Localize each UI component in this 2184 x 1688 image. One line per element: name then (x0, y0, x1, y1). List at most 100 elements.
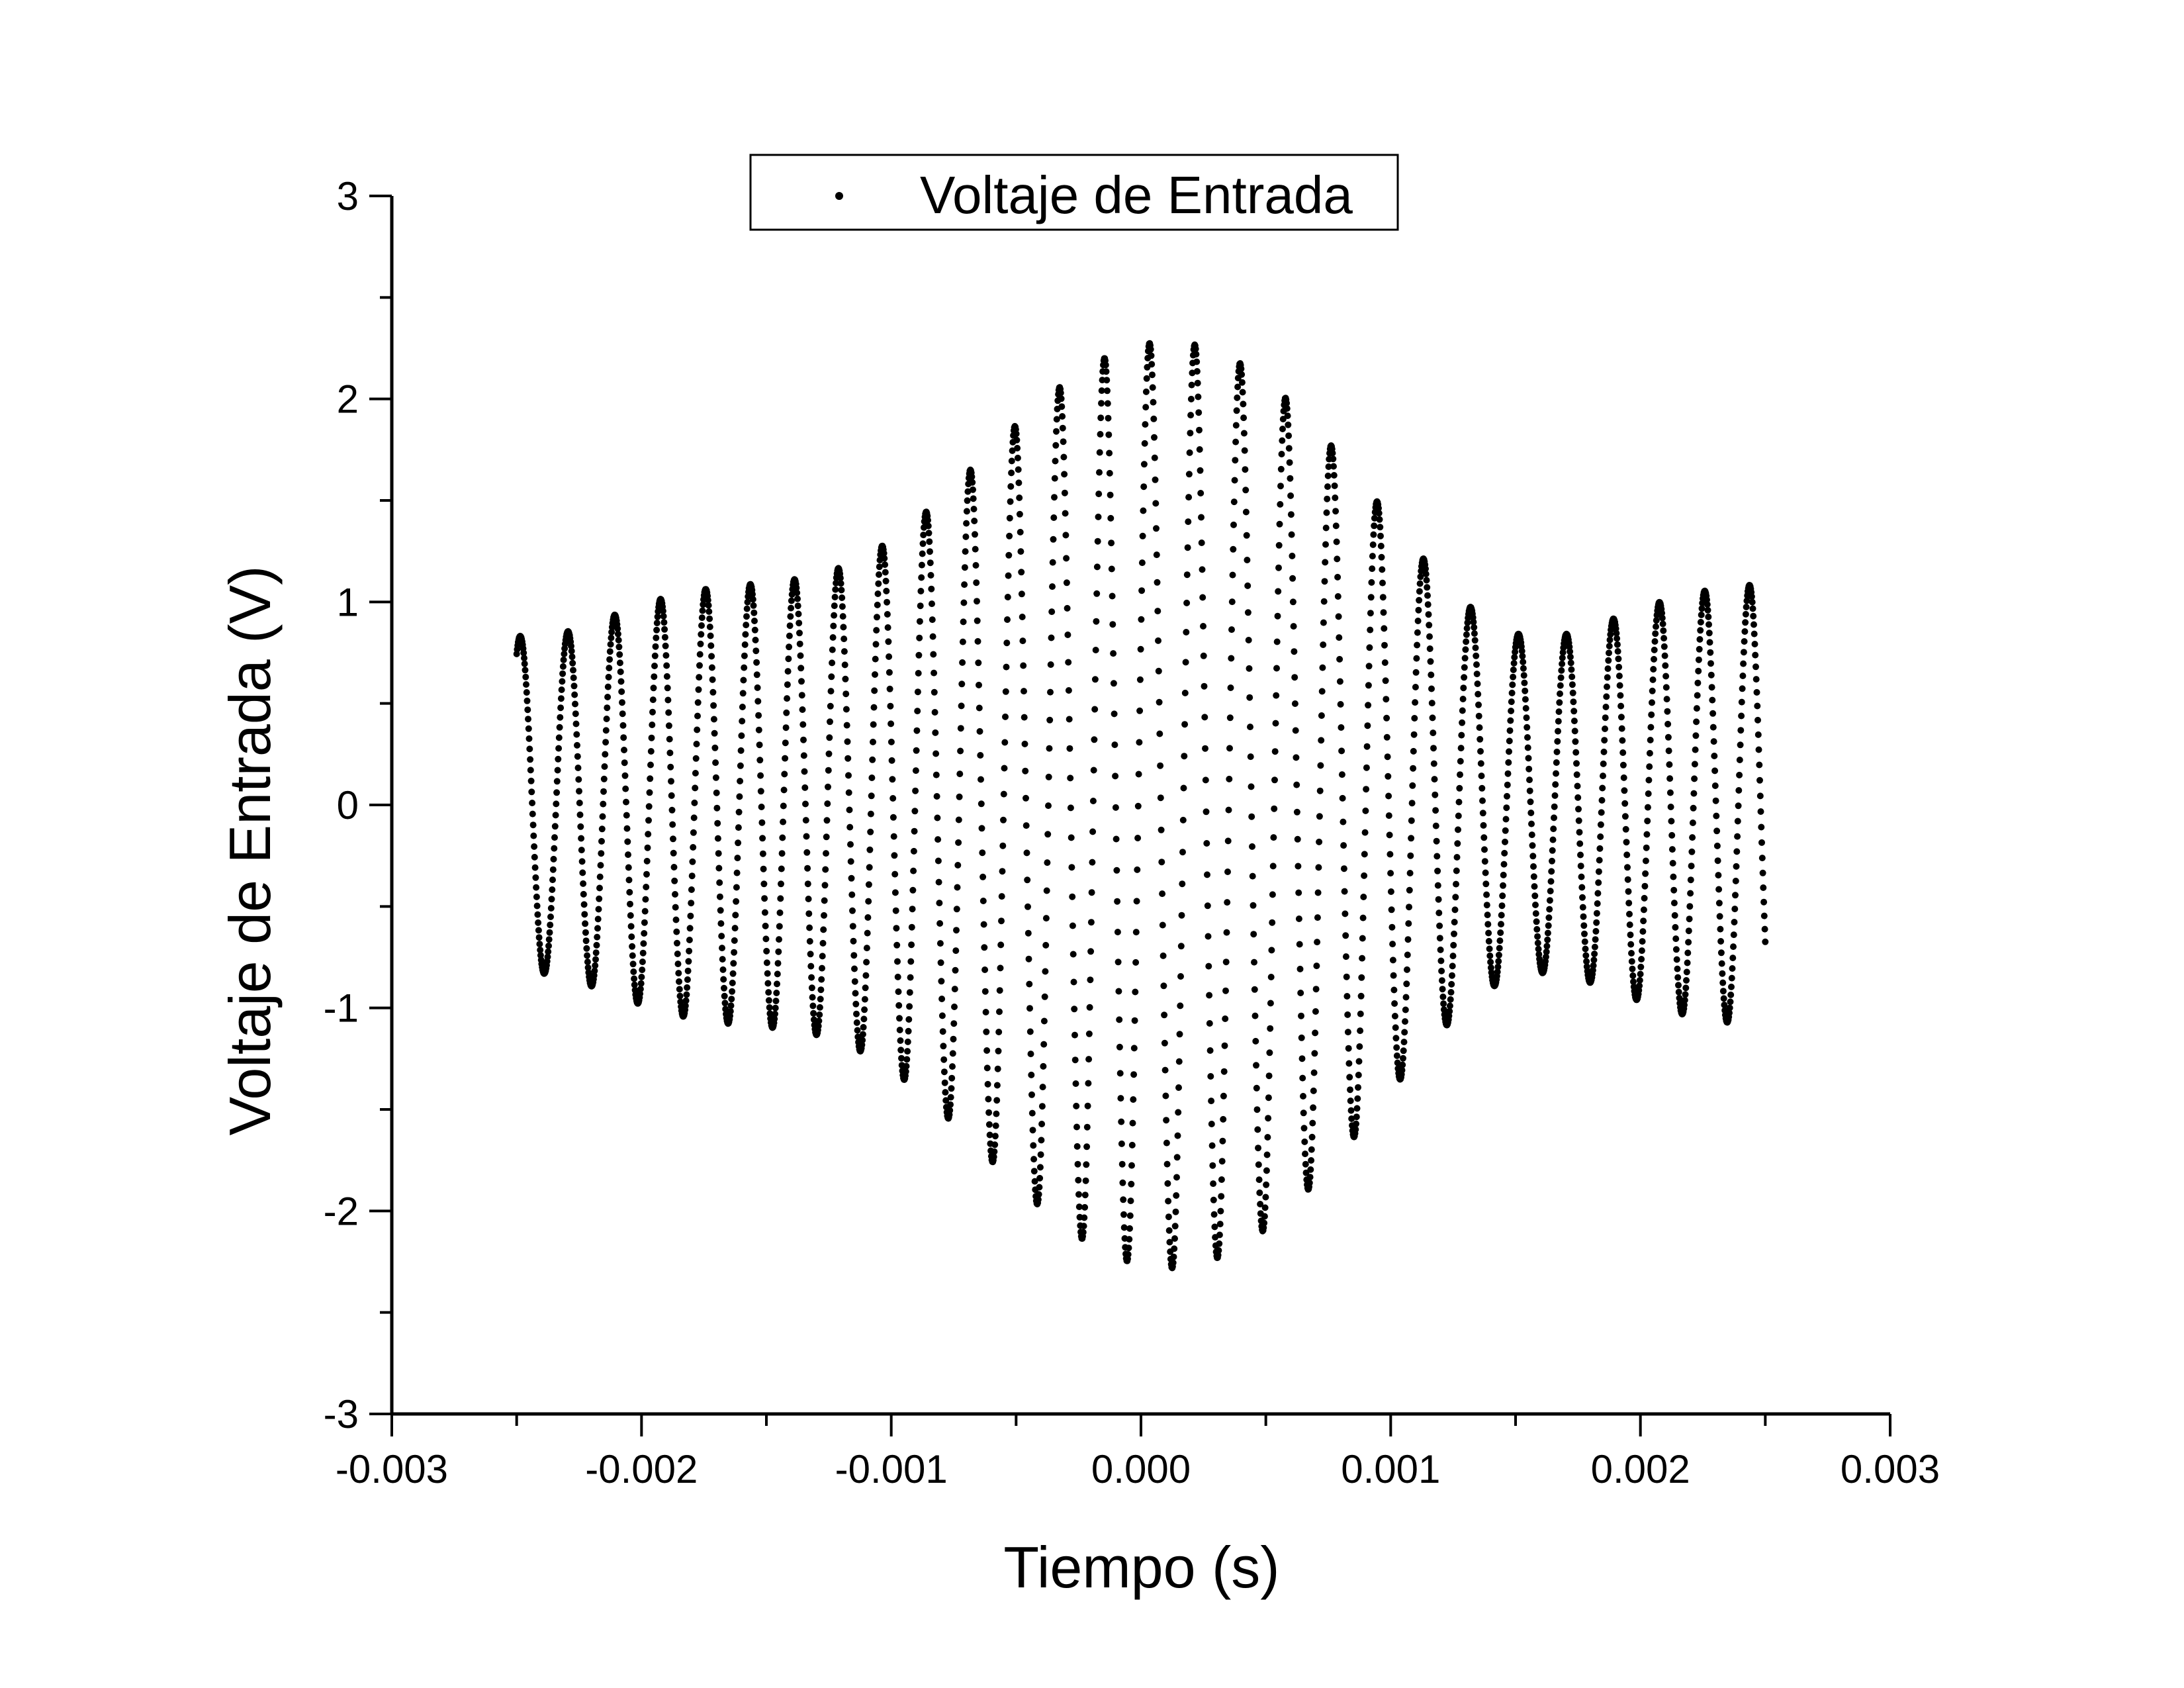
data-point (1742, 610, 1749, 618)
data-point (1329, 449, 1336, 457)
data-point (1603, 693, 1610, 700)
data-point (894, 973, 901, 980)
data-point (1649, 687, 1656, 694)
data-point (1336, 634, 1343, 641)
data-point (616, 651, 623, 658)
data-point (603, 716, 610, 722)
data-point (859, 1031, 866, 1038)
data-point (596, 895, 603, 902)
data-point (1347, 1098, 1354, 1104)
data-point (1728, 983, 1735, 990)
data-point (570, 682, 578, 690)
data-point (898, 1055, 905, 1062)
data-point (1408, 817, 1415, 824)
data-point (1719, 979, 1727, 986)
data-point (1337, 701, 1344, 708)
data-point (621, 772, 629, 779)
data-point (1081, 1192, 1089, 1199)
data-point (1471, 624, 1478, 631)
data-point (579, 869, 586, 876)
data-point (676, 978, 682, 985)
data-point (1740, 660, 1747, 667)
data-point (1598, 797, 1606, 804)
data-point (851, 965, 858, 972)
data-point (1531, 883, 1538, 890)
data-point (676, 986, 683, 993)
data-point (1707, 671, 1715, 679)
data-point (890, 833, 897, 840)
data-point (727, 1002, 735, 1009)
data-point (1715, 886, 1723, 893)
data-point (1581, 938, 1588, 945)
data-point (749, 590, 756, 598)
data-point (614, 625, 621, 632)
data-point (1594, 900, 1601, 907)
data-point (1383, 714, 1390, 722)
data-point (1130, 1096, 1137, 1103)
data-point (1706, 630, 1713, 637)
data-point (1227, 684, 1234, 691)
data-point (1628, 950, 1635, 957)
data-point (798, 678, 805, 685)
data-point (1643, 831, 1651, 838)
data-point (1431, 776, 1438, 783)
data-point (1179, 849, 1186, 856)
data-point (1625, 888, 1632, 895)
data-point (731, 937, 738, 944)
data-point (619, 699, 625, 706)
data-point (815, 1023, 822, 1029)
data-point (951, 1004, 958, 1010)
data-point (933, 793, 940, 800)
data-point (739, 704, 746, 710)
data-point (1136, 739, 1143, 746)
data-point (1543, 948, 1550, 955)
data-point (749, 596, 756, 603)
data-point (1743, 597, 1751, 604)
data-point (1301, 1138, 1308, 1145)
data-point (1344, 1011, 1351, 1018)
data-point (1361, 872, 1368, 879)
data-point (1591, 943, 1598, 951)
data-point (527, 777, 535, 784)
data-point (1339, 794, 1346, 802)
data-point (1220, 1115, 1227, 1123)
data-point (1185, 494, 1193, 501)
data-point (1578, 884, 1586, 891)
data-point (947, 1101, 954, 1108)
data-point (807, 962, 815, 970)
data-point (1175, 1058, 1183, 1065)
data-point (1447, 996, 1454, 1003)
data-point (1238, 365, 1245, 373)
data-point (1141, 440, 1148, 447)
data-point (1484, 912, 1491, 919)
data-point (531, 864, 539, 871)
data-point (1165, 1213, 1172, 1221)
data-point (1045, 773, 1052, 780)
data-point (570, 667, 576, 674)
data-point (785, 655, 792, 663)
data-point (1408, 800, 1416, 807)
data-point (1547, 878, 1555, 885)
data-point (1198, 539, 1205, 546)
data-point (808, 974, 815, 981)
data-point (1482, 880, 1490, 888)
data-point (584, 952, 591, 959)
data-point (1202, 776, 1209, 784)
data-point (536, 941, 543, 948)
data-point (659, 608, 666, 614)
data-point (1363, 786, 1370, 793)
data-point (713, 789, 720, 796)
data-point (825, 783, 831, 790)
data-point (645, 817, 652, 824)
data-point (1306, 1179, 1313, 1186)
data-point (1087, 948, 1095, 955)
data-point (572, 700, 578, 708)
data-point (1593, 910, 1600, 917)
data-point (1447, 989, 1455, 996)
data-point (1320, 641, 1327, 648)
data-point (1529, 842, 1536, 849)
data-points (513, 340, 1769, 1272)
data-point (1405, 920, 1412, 927)
data-point (975, 659, 982, 667)
data-point (1218, 1176, 1225, 1183)
